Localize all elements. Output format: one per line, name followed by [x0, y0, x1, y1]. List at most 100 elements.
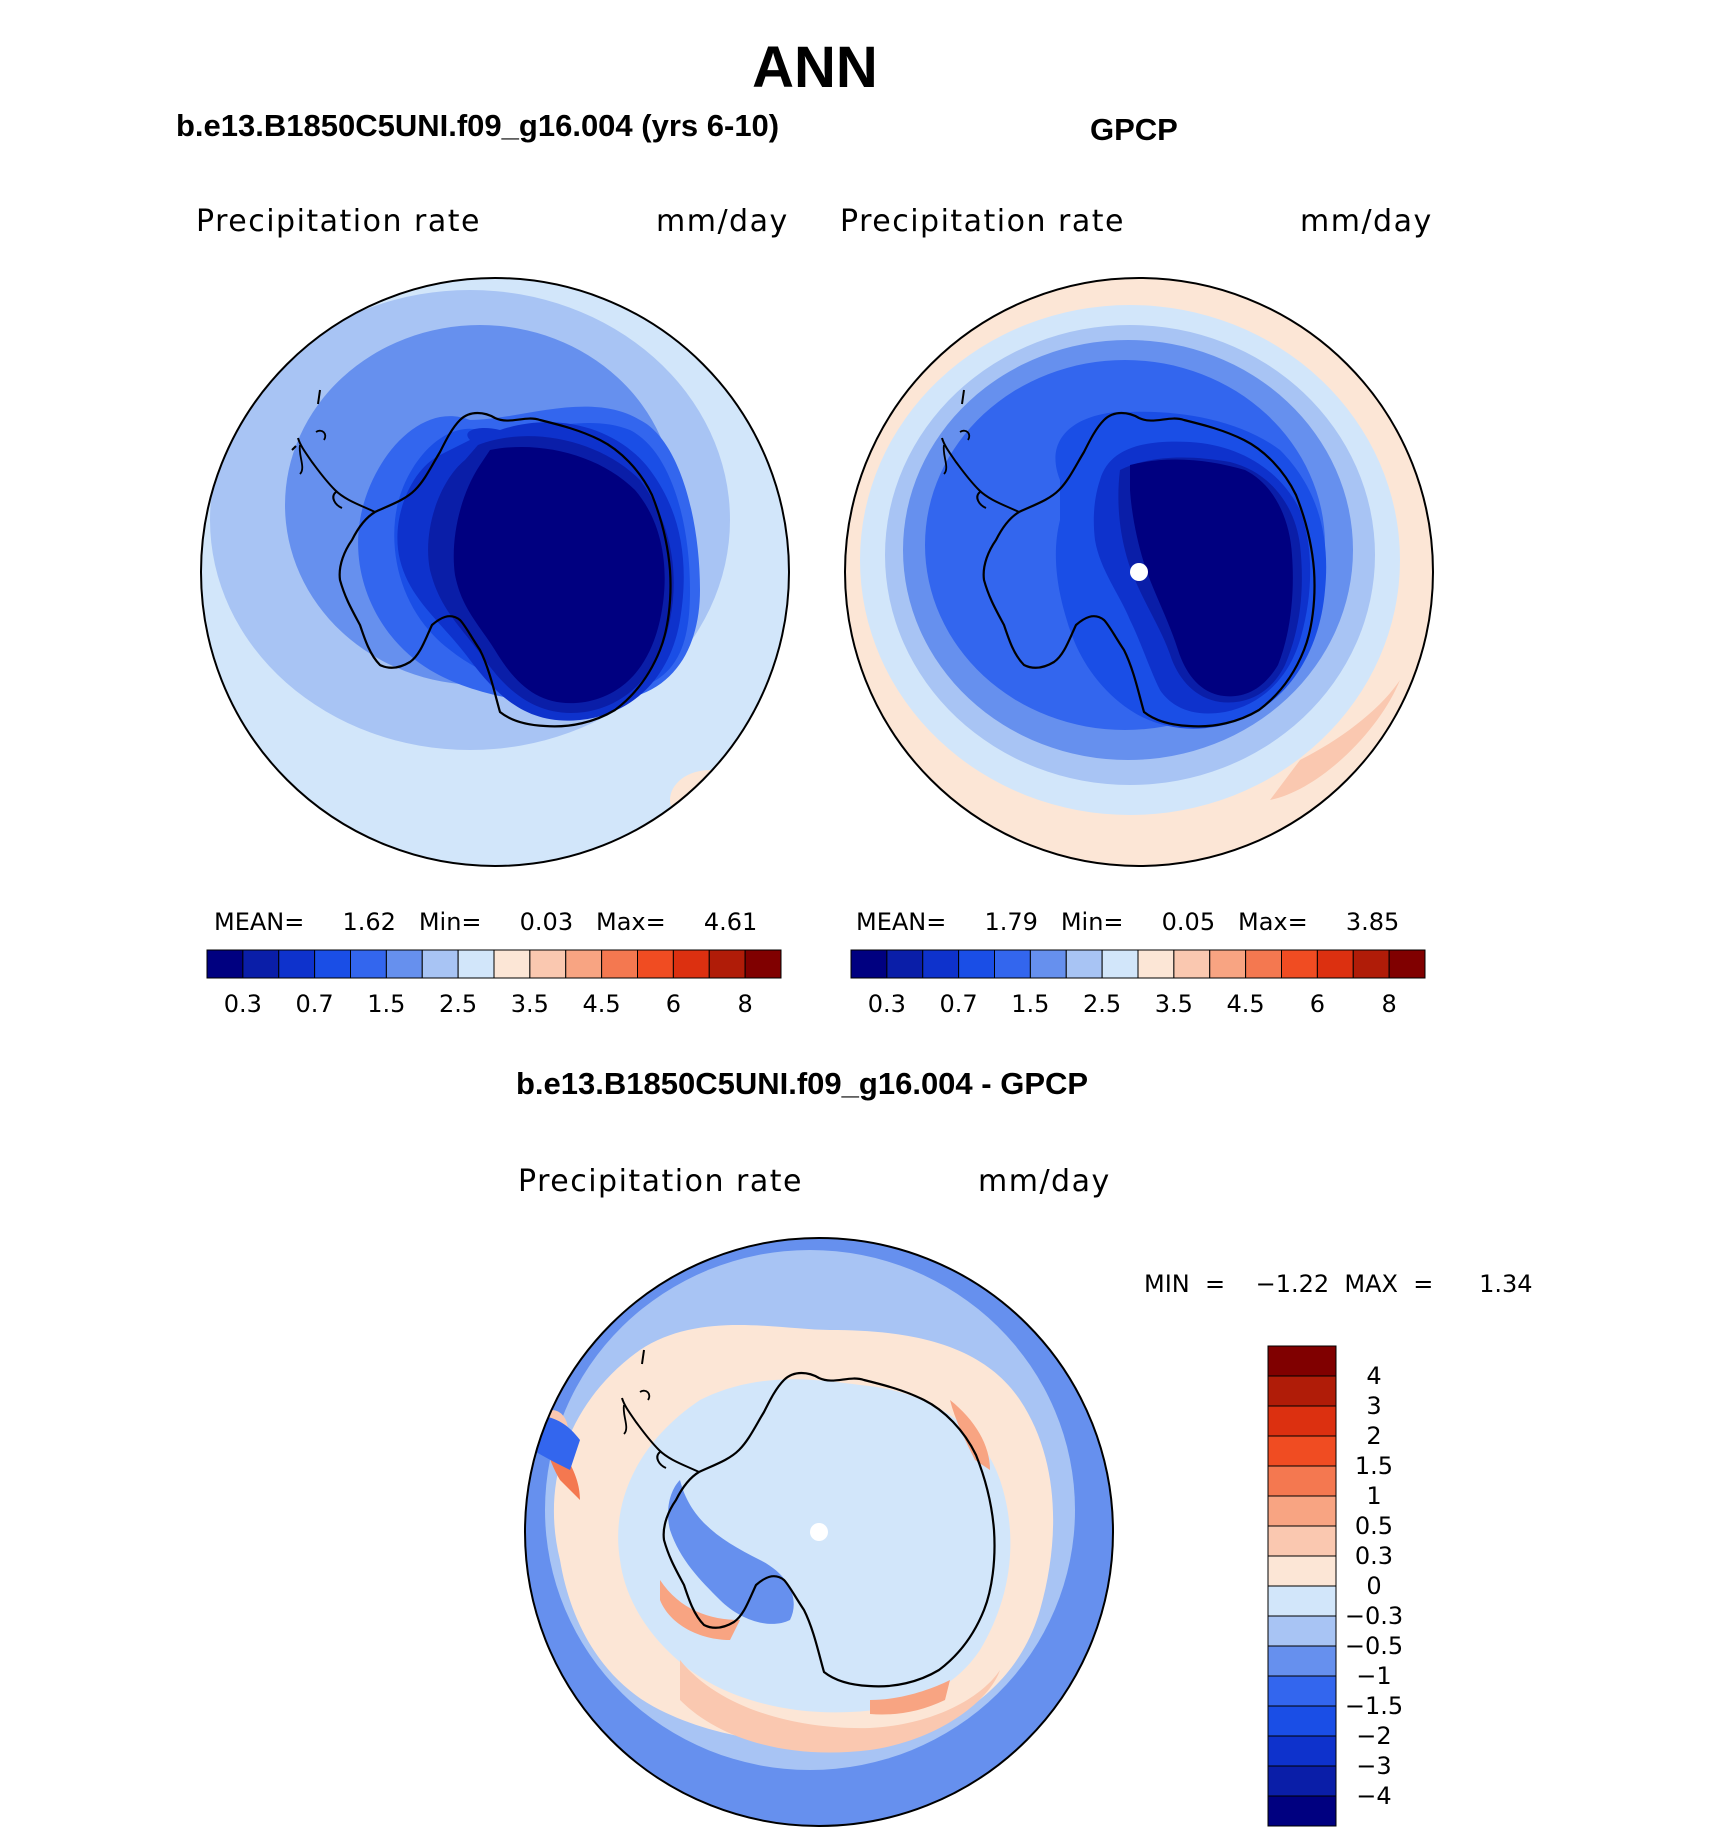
model-colorbar-cell — [493, 949, 531, 979]
diff-colorbar-tick: −4 — [1356, 1782, 1391, 1810]
diff-colorbar-cell — [1267, 1465, 1337, 1497]
diff-colorbar-cell — [1267, 1735, 1337, 1767]
model-colorbar-cell — [242, 949, 280, 979]
obs-variable-label: Precipitation rate — [840, 204, 1125, 239]
obs-colorbar-cell — [1029, 949, 1067, 979]
obs-colorbar-cell — [922, 949, 960, 979]
model-panel-title: b.e13.B1850C5UNI.f09_g16.004 (yrs 6-10) — [176, 108, 780, 143]
model-colorbar-cell — [278, 949, 316, 979]
model-units-label: mm/day — [656, 204, 789, 239]
obs-units-label: mm/day — [1300, 204, 1433, 239]
obs-colorbar-tick: 2.5 — [1083, 990, 1121, 1018]
model-colorbar-cell — [744, 949, 782, 979]
diff-colorbar-cell — [1267, 1765, 1337, 1797]
diff-colorbar-tick: 1.5 — [1355, 1452, 1393, 1480]
obs-panel-title: GPCP — [1090, 112, 1178, 147]
diff-panel-title: b.e13.B1850C5UNI.f09_g16.004 - GPCP — [516, 1066, 1089, 1101]
model-colorbar-cell — [350, 949, 387, 979]
model-colorbar-cell — [637, 949, 674, 979]
diff-colorbar-cell — [1267, 1585, 1337, 1617]
diff-stats: MIN = −1.22 MAX = 1.34 — [1144, 1270, 1533, 1298]
model-colorbar-cell — [421, 949, 459, 979]
obs-colorbar-cell — [1209, 949, 1247, 979]
diff-colorbar-cell — [1267, 1405, 1337, 1437]
obs-colorbar-cell — [1101, 949, 1139, 979]
diff-colorbar-tick: 1 — [1366, 1482, 1381, 1510]
obs-stats: MEAN= 1.79 Min= 0.05 Max= 3.85 — [856, 908, 1400, 936]
diff-colorbar-tick: 2 — [1366, 1422, 1381, 1450]
diff-colorbar-tick: −0.3 — [1345, 1602, 1403, 1630]
obs-colorbar-cell — [958, 949, 995, 979]
model-colorbar-tick: 6 — [666, 990, 681, 1018]
diff-colorbar-tick: 0 — [1366, 1572, 1381, 1600]
diff-colorbar-cell — [1267, 1375, 1337, 1407]
model-colorbar-tick: 3.5 — [511, 990, 549, 1018]
obs-colorbar-cell — [1388, 949, 1426, 979]
obs-map — [844, 277, 1434, 867]
diff-colorbar-tick: −2 — [1356, 1722, 1391, 1750]
obs-colorbar: 0.3 0.7 1.5 2.5 3.5 4.5 6 8 — [850, 949, 1426, 1018]
obs-colorbar-cell — [850, 949, 888, 979]
model-colorbar-cell — [601, 949, 638, 979]
main-title: ANN — [752, 35, 878, 100]
obs-colorbar-cell — [1281, 949, 1318, 979]
model-map — [200, 277, 790, 867]
obs-colorbar-tick: 1.5 — [1011, 990, 1049, 1018]
obs-colorbar-tick: 3.5 — [1155, 990, 1193, 1018]
model-colorbar-cell — [314, 949, 351, 979]
obs-colorbar-cell — [1173, 949, 1211, 979]
diff-colorbar-tick: −1 — [1356, 1662, 1391, 1690]
obs-colorbar-cell — [1137, 949, 1175, 979]
diff-colorbar-cell — [1267, 1435, 1337, 1467]
diff-units-label: mm/day — [978, 1164, 1111, 1199]
diff-pole-marker — [810, 1523, 828, 1541]
diff-colorbar-tick: −3 — [1356, 1752, 1391, 1780]
obs-colorbar-cell — [1352, 949, 1390, 979]
diff-colorbar-tick: 3 — [1366, 1392, 1381, 1420]
model-stats: MEAN= 1.62 Min= 0.03 Max= 4.61 — [214, 908, 758, 936]
diff-colorbar-tick: 0.5 — [1355, 1512, 1393, 1540]
model-colorbar-cell — [206, 949, 244, 979]
model-colorbar: 0.3 0.7 1.5 2.5 3.5 4.5 6 8 — [206, 949, 782, 1018]
diff-variable-label: Precipitation rate — [518, 1164, 803, 1199]
model-colorbar-cell — [565, 949, 603, 979]
obs-pole-marker — [1130, 563, 1148, 581]
obs-colorbar-tick: 8 — [1381, 990, 1396, 1018]
model-colorbar-cell — [457, 949, 495, 979]
diff-colorbar-cell — [1267, 1675, 1337, 1707]
obs-colorbar-cell — [1316, 949, 1354, 979]
diff-colorbar-tick: −1.5 — [1345, 1692, 1403, 1720]
obs-colorbar-tick: 0.3 — [868, 990, 906, 1018]
obs-colorbar-tick: 6 — [1310, 990, 1325, 1018]
model-colorbar-cell — [708, 949, 746, 979]
model-colorbar-tick: 0.3 — [224, 990, 262, 1018]
diff-colorbar-cell — [1267, 1525, 1337, 1557]
model-colorbar-tick: 0.7 — [296, 990, 334, 1018]
diff-colorbar-cell — [1267, 1615, 1337, 1647]
diff-colorbar-cell — [1267, 1705, 1337, 1737]
diff-colorbar-cell — [1267, 1645, 1337, 1677]
diff-colorbar-cell — [1267, 1555, 1337, 1587]
diff-colorbar-cell — [1267, 1345, 1337, 1377]
diff-colorbar-tick: −0.5 — [1345, 1632, 1403, 1660]
obs-colorbar-cell — [1245, 949, 1282, 979]
diff-colorbar-cell — [1267, 1495, 1337, 1527]
model-variable-label: Precipitation rate — [196, 204, 481, 239]
model-colorbar-cell — [672, 949, 710, 979]
obs-colorbar-cell — [1065, 949, 1103, 979]
obs-colorbar-tick: 0.7 — [940, 990, 978, 1018]
diff-colorbar-tick: 0.3 — [1355, 1542, 1393, 1570]
diff-colorbar-cell — [1267, 1795, 1337, 1827]
model-colorbar-tick: 2.5 — [439, 990, 477, 1018]
obs-colorbar-tick: 4.5 — [1227, 990, 1265, 1018]
model-colorbar-cell — [385, 949, 423, 979]
model-colorbar-tick: 1.5 — [367, 990, 405, 1018]
model-colorbar-cell — [529, 949, 567, 979]
diff-colorbar-tick: 4 — [1366, 1362, 1381, 1390]
diff-map — [524, 1237, 1114, 1827]
obs-colorbar-cell — [886, 949, 924, 979]
model-colorbar-tick: 4.5 — [583, 990, 621, 1018]
model-colorbar-tick: 8 — [737, 990, 752, 1018]
